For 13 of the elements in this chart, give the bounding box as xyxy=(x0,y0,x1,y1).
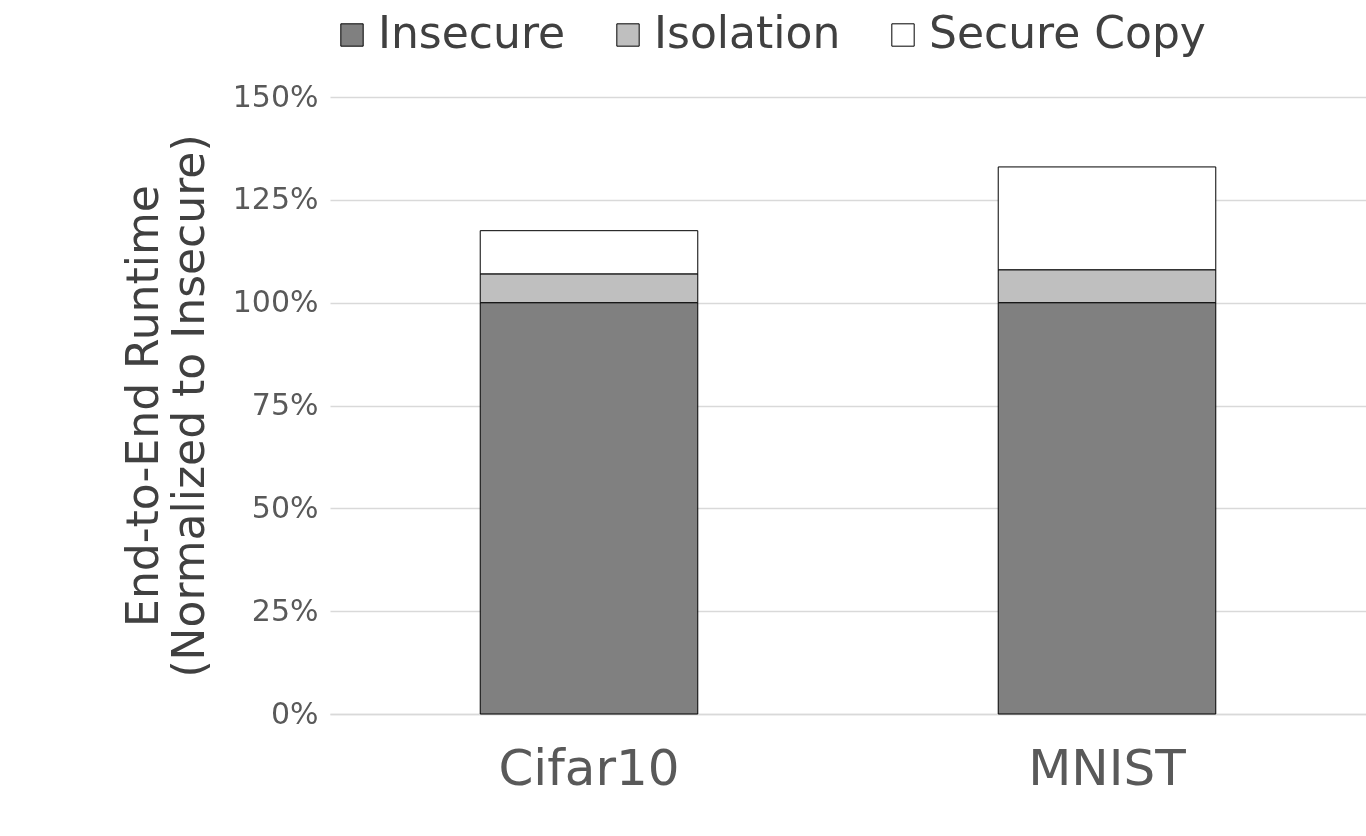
legend-label: Isolation xyxy=(654,7,841,58)
y-tick-label: 100% xyxy=(232,284,319,320)
y-tick-label: 150% xyxy=(232,78,319,114)
y-tick-label: 75% xyxy=(251,387,319,422)
y-axis-title: End-to-End Runtime (Normalized to Insecure) xyxy=(116,134,214,678)
y-tick-label: 25% xyxy=(251,592,319,628)
legend-label: Insecure xyxy=(378,7,566,58)
legend-label: Secure Copy xyxy=(929,7,1206,58)
x-tick-label: MNIST xyxy=(1028,738,1187,797)
y-tick-label: 0% xyxy=(270,695,319,731)
x-tick-label: Cifar10 xyxy=(498,738,680,797)
y-tick-label: 125% xyxy=(232,181,319,217)
y-tick-label: 50% xyxy=(251,489,319,525)
